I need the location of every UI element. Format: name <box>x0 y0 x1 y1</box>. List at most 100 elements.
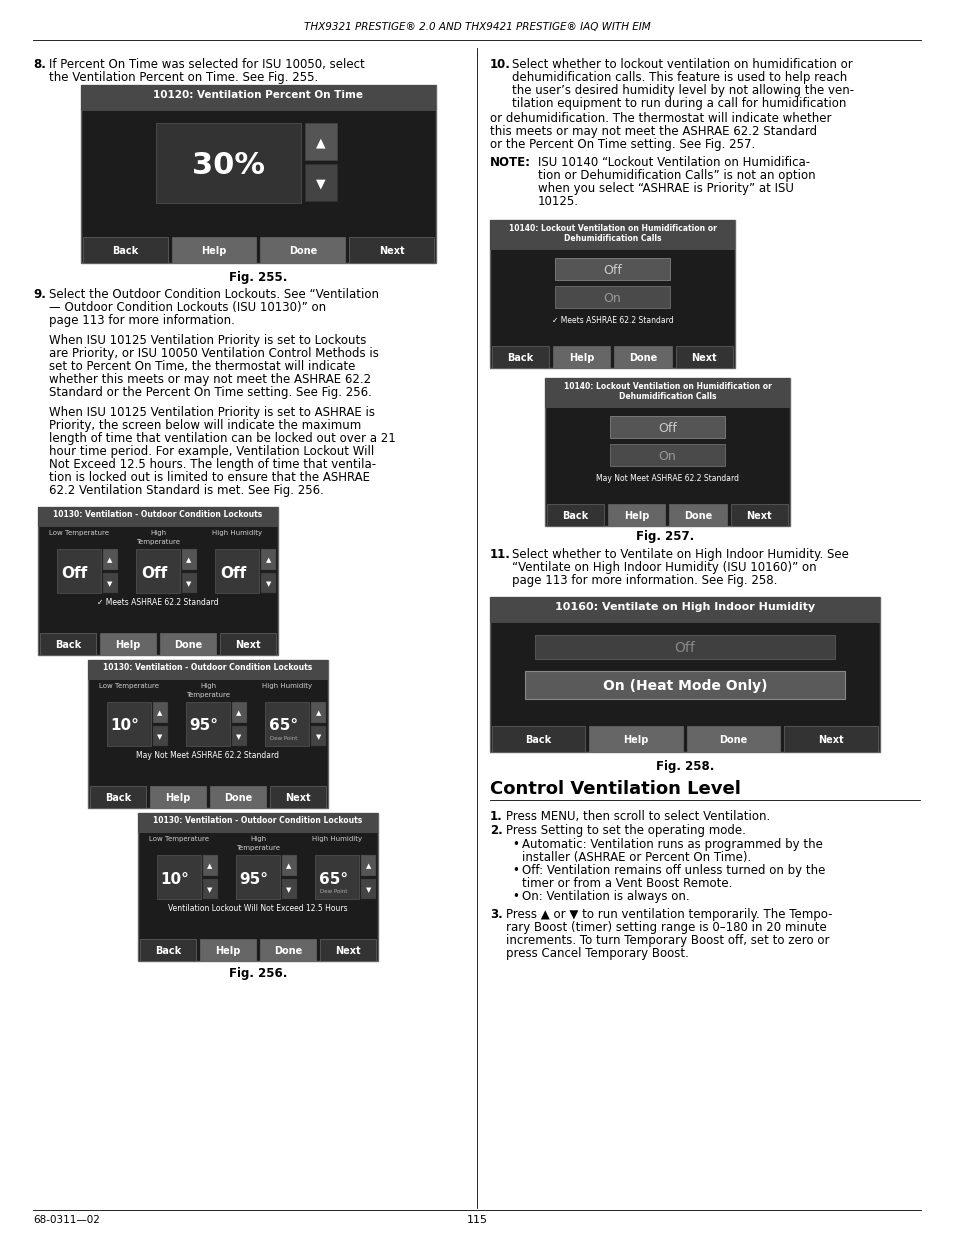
Bar <box>40 634 96 655</box>
Text: Help: Help <box>623 735 648 745</box>
Bar <box>150 785 206 808</box>
Text: Off: Off <box>674 641 695 655</box>
Bar <box>186 701 230 746</box>
Bar <box>140 939 195 961</box>
Bar <box>609 445 724 466</box>
Text: Off: Ventilation remains off unless turned on by the: Off: Ventilation remains off unless turn… <box>521 864 824 877</box>
Bar <box>614 346 671 368</box>
Bar <box>182 550 196 569</box>
Text: 10130: Ventilation - Outdoor Condition Lockouts: 10130: Ventilation - Outdoor Condition L… <box>103 663 313 672</box>
Text: Help: Help <box>165 793 191 803</box>
Text: On: Ventilation is always on.: On: Ventilation is always on. <box>521 890 689 903</box>
Text: If Percent On Time was selected for ISU 10050, select: If Percent On Time was selected for ISU … <box>49 58 364 70</box>
Text: Select the Outdoor Condition Lockouts. See “Ventilation: Select the Outdoor Condition Lockouts. S… <box>49 288 378 301</box>
Bar <box>492 726 585 752</box>
Bar <box>107 701 151 746</box>
Bar <box>311 701 326 722</box>
Text: ▼: ▼ <box>207 887 213 893</box>
Bar <box>361 855 375 876</box>
Text: Low Temperature: Low Temperature <box>49 530 109 536</box>
Text: Done: Done <box>274 946 302 956</box>
Bar <box>260 939 315 961</box>
Text: page 113 for more information. See Fig. 258.: page 113 for more information. See Fig. … <box>512 574 777 587</box>
Text: 65°: 65° <box>318 872 348 887</box>
Text: •: • <box>512 839 518 851</box>
Text: ▼: ▼ <box>107 580 112 587</box>
Text: 10160: Ventilate on High Indoor Humidity: 10160: Ventilate on High Indoor Humidity <box>555 601 814 613</box>
Text: 115: 115 <box>466 1215 487 1225</box>
Text: Next: Next <box>335 946 360 956</box>
Bar <box>524 671 844 699</box>
Text: Done: Done <box>683 511 712 521</box>
Bar <box>555 258 669 280</box>
Text: Control Ventilation Level: Control Ventilation Level <box>490 781 740 798</box>
Text: Dehumidification Calls: Dehumidification Calls <box>618 391 716 401</box>
Bar <box>261 550 276 569</box>
Text: Help: Help <box>569 353 594 363</box>
Text: 95°: 95° <box>239 872 268 887</box>
Text: High: High <box>150 530 166 536</box>
Text: High: High <box>250 836 266 842</box>
Bar <box>492 346 549 368</box>
Text: Priority, the screen below will indicate the maximum: Priority, the screen below will indicate… <box>49 419 361 432</box>
Text: page 113 for more information.: page 113 for more information. <box>49 314 234 327</box>
Text: 2.: 2. <box>490 824 502 837</box>
Text: Next: Next <box>818 735 843 745</box>
Bar <box>535 635 834 659</box>
Bar <box>490 597 879 752</box>
Bar <box>361 878 375 899</box>
Text: When ISU 10125 Ventilation Priority is set to ASHRAE is: When ISU 10125 Ventilation Priority is s… <box>49 406 375 419</box>
Text: ▲: ▲ <box>365 863 371 869</box>
Text: Next: Next <box>285 793 311 803</box>
Text: Off: Off <box>141 566 167 580</box>
Bar <box>282 855 296 876</box>
Bar <box>553 346 610 368</box>
Bar <box>686 726 780 752</box>
Bar <box>282 878 296 899</box>
Text: Dehumidification Calls: Dehumidification Calls <box>563 233 660 243</box>
Text: 1.: 1. <box>490 810 502 823</box>
Bar <box>152 725 168 746</box>
Text: ▼: ▼ <box>286 887 292 893</box>
Text: Not Exceed 12.5 hours. The length of time that ventila-: Not Exceed 12.5 hours. The length of tim… <box>49 458 375 471</box>
Text: Off: Off <box>62 566 88 580</box>
Bar <box>88 659 328 808</box>
Text: Low Temperature: Low Temperature <box>99 683 158 689</box>
Text: timer or from a Vent Boost Remote.: timer or from a Vent Boost Remote. <box>521 877 732 890</box>
Text: 68-0311—02: 68-0311—02 <box>33 1215 100 1225</box>
Text: High Humidity: High Humidity <box>312 836 362 842</box>
Bar <box>81 85 436 263</box>
Text: Automatic: Ventilation runs as programmed by the: Automatic: Ventilation runs as programme… <box>521 839 822 851</box>
Text: High Humidity: High Humidity <box>212 530 262 536</box>
Text: Done: Done <box>224 793 252 803</box>
Text: Temperature: Temperature <box>235 845 280 851</box>
Text: •: • <box>512 864 518 877</box>
Bar <box>609 416 724 438</box>
Text: 8.: 8. <box>33 58 46 70</box>
Text: Next: Next <box>691 353 717 363</box>
Text: when you select “ASHRAE is Priority” at ISU: when you select “ASHRAE is Priority” at … <box>537 182 793 195</box>
Text: dehumidification calls. This feature is used to help reach: dehumidification calls. This feature is … <box>512 70 846 84</box>
Bar <box>270 785 326 808</box>
Text: Off: Off <box>658 421 677 435</box>
Bar <box>38 508 277 655</box>
Text: ▼: ▼ <box>186 580 192 587</box>
Text: NOTE:: NOTE: <box>490 156 531 169</box>
Bar <box>730 504 787 526</box>
Text: ▲: ▲ <box>315 710 320 716</box>
Bar <box>235 855 280 899</box>
Text: ▲: ▲ <box>207 863 213 869</box>
Text: or dehumidification. The thermostat will indicate whether: or dehumidification. The thermostat will… <box>490 112 831 125</box>
Text: set to Percent On Time, the thermostat will indicate: set to Percent On Time, the thermostat w… <box>49 359 355 373</box>
Text: Low Temperature: Low Temperature <box>149 836 209 842</box>
Text: ▼: ▼ <box>315 734 320 740</box>
Text: May Not Meet ASHRAE 62.2 Standard: May Not Meet ASHRAE 62.2 Standard <box>136 751 279 760</box>
Text: “Ventilate on High Indoor Humidity (ISU 10160)” on: “Ventilate on High Indoor Humidity (ISU … <box>512 561 816 574</box>
Bar <box>608 504 665 526</box>
Bar <box>305 124 336 161</box>
Text: the Ventilation Percent on Time. See Fig. 255.: the Ventilation Percent on Time. See Fig… <box>49 70 318 84</box>
Text: ▼: ▼ <box>236 734 241 740</box>
Text: Done: Done <box>628 353 657 363</box>
Text: Ventilation Lockout Will Not Exceed 12.5 Hours: Ventilation Lockout Will Not Exceed 12.5… <box>168 904 348 913</box>
Bar <box>544 378 789 526</box>
